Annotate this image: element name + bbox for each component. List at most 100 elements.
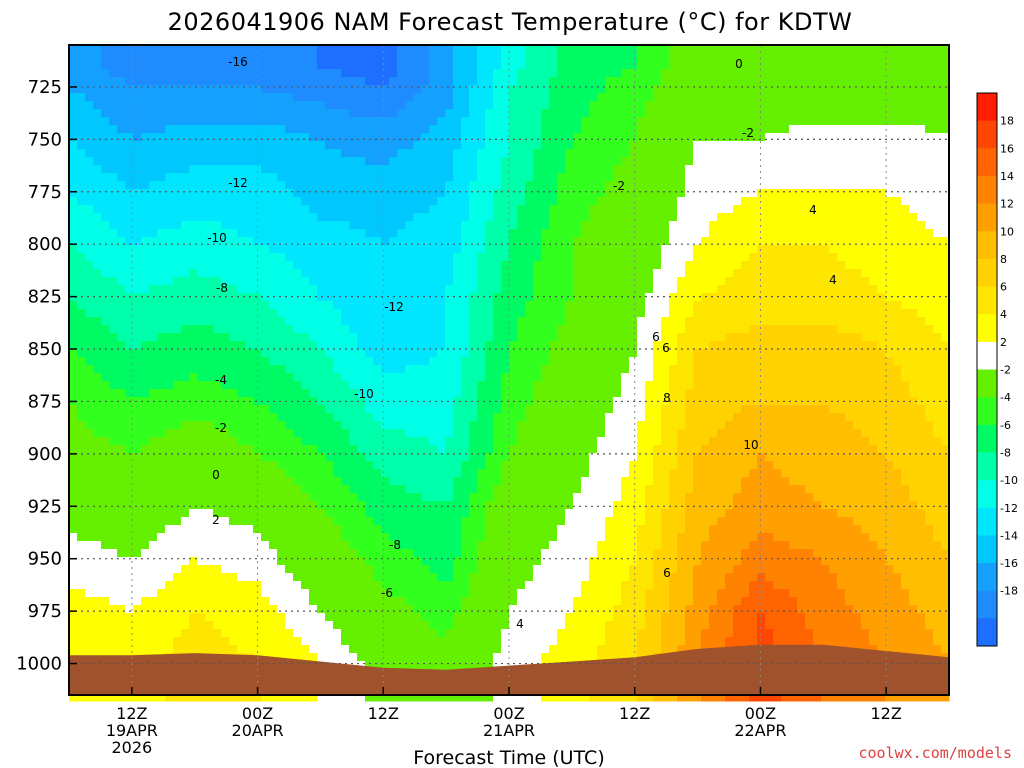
temperature-cell: [245, 461, 254, 470]
temperature-cell: [549, 293, 558, 302]
temperature-cell: [501, 213, 510, 222]
temperature-cell: [493, 165, 502, 174]
temperature-cell: [349, 45, 358, 54]
temperature-cell: [405, 645, 414, 654]
temperature-cell: [357, 501, 366, 510]
temperature-cell: [357, 301, 366, 310]
temperature-cell: [149, 141, 158, 150]
temperature-cell: [357, 573, 366, 582]
temperature-cell: [261, 549, 270, 558]
temperature-cell: [421, 605, 430, 614]
temperature-cell: [365, 133, 374, 142]
temperature-cell: [69, 69, 78, 78]
temperature-cell: [261, 301, 270, 310]
temperature-cell: [109, 173, 118, 182]
temperature-cell: [389, 589, 398, 598]
temperature-cell: [453, 429, 462, 438]
temperature-cell: [429, 245, 438, 254]
temperature-cell: [421, 621, 430, 630]
temperature-cell: [189, 565, 198, 574]
temperature-cell: [517, 565, 526, 574]
temperature-cell: [429, 389, 438, 398]
temperature-cell: [197, 165, 206, 174]
temperature-cell: [77, 85, 86, 94]
temperature-cell: [469, 445, 478, 454]
temperature-cell: [181, 573, 190, 582]
temperature-cell: [501, 469, 510, 478]
temperature-cell: [389, 269, 398, 278]
temperature-cell: [77, 149, 86, 158]
temperature-cell: [549, 325, 558, 334]
temperature-cell: [501, 141, 510, 150]
temperature-cell: [173, 453, 182, 462]
temperature-cell: [77, 293, 86, 302]
temperature-cell: [445, 453, 454, 462]
temperature-cell: [221, 189, 230, 198]
temperature-cell: [221, 413, 230, 422]
temperature-cell: [533, 533, 542, 542]
temperature-cell: [477, 341, 486, 350]
temperature-cell: [125, 85, 134, 94]
temperature-cell: [293, 333, 302, 342]
temperature-cell: [509, 205, 518, 214]
temperature-cell: [165, 445, 174, 454]
temperature-cell: [205, 317, 214, 326]
temperature-cell: [229, 45, 238, 54]
temperature-cell: [485, 405, 494, 414]
temperature-cell: [157, 493, 166, 502]
temperature-cell: [389, 93, 398, 102]
temperature-cell: [413, 349, 422, 358]
temperature-cell: [469, 133, 478, 142]
temperature-cell: [133, 261, 142, 270]
temperature-cell: [141, 309, 150, 318]
temperature-cell: [357, 541, 366, 550]
temperature-cell: [445, 165, 454, 174]
temperature-cell: [437, 429, 446, 438]
temperature-cell: [405, 45, 414, 54]
temperature-cell: [397, 461, 406, 470]
temperature-cell: [101, 365, 110, 374]
temperature-cell: [525, 181, 534, 190]
temperature-cell: [141, 637, 150, 646]
temperature-cell: [397, 189, 406, 198]
temperature-cell: [453, 69, 462, 78]
temperature-cell: [485, 381, 494, 390]
temperature-cell: [245, 437, 254, 446]
temperature-cell: [277, 325, 286, 334]
temperature-cell: [477, 125, 486, 134]
temperature-cell: [277, 517, 286, 526]
temperature-cell: [309, 93, 318, 102]
temperature-cell: [485, 349, 494, 358]
temperature-cell: [525, 653, 534, 662]
temperature-cell: [429, 565, 438, 574]
temperature-cell: [261, 45, 270, 54]
temperature-cell: [165, 605, 174, 614]
temperature-cell: [341, 549, 350, 558]
temperature-cell: [293, 189, 302, 198]
temperature-cell: [325, 437, 334, 446]
temperature-cell: [181, 157, 190, 166]
temperature-cell: [109, 229, 118, 238]
temperature-cell: [333, 413, 342, 422]
temperature-cell: [109, 405, 118, 414]
temperature-cell: [245, 93, 254, 102]
temperature-cell: [101, 245, 110, 254]
temperature-cell: [341, 245, 350, 254]
temperature-cell: [165, 69, 174, 78]
temperature-cell: [133, 605, 142, 614]
temperature-cell: [373, 501, 382, 510]
temperature-cell: [421, 213, 430, 222]
temperature-cell: [237, 437, 246, 446]
temperature-cell: [101, 461, 110, 470]
temperature-cell: [373, 101, 382, 110]
temperature-cell: [149, 125, 158, 134]
temperature-cell: [125, 293, 134, 302]
temperature-cell: [333, 549, 342, 558]
temperature-cell: [445, 661, 454, 670]
temperature-cell: [461, 309, 470, 318]
temperature-cell: [109, 541, 118, 550]
temperature-cell: [269, 277, 278, 286]
temperature-cell: [437, 461, 446, 470]
temperature-cell: [205, 469, 214, 478]
temperature-cell: [109, 477, 118, 486]
